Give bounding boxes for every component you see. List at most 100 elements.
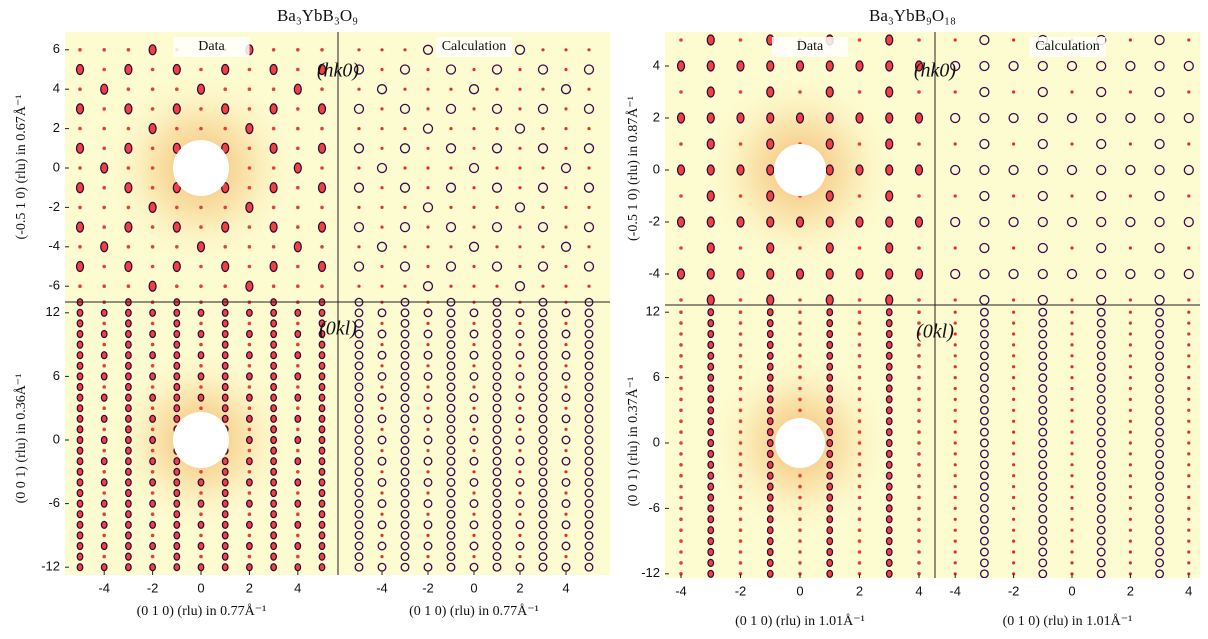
- calc-dot: [1129, 507, 1132, 510]
- data-dot: [798, 518, 802, 522]
- x-axis-label: (0 1 0) (rlu) in 1.01Å⁻¹: [735, 613, 865, 629]
- data-spot: [319, 490, 325, 497]
- data-dot: [858, 409, 862, 413]
- data-dot: [739, 561, 743, 565]
- data-dot: [151, 245, 155, 249]
- data-dot: [858, 452, 862, 456]
- calc-dot: [472, 68, 475, 71]
- data-dot: [223, 127, 227, 131]
- calc-dot: [1129, 332, 1132, 335]
- data-spot: [767, 450, 773, 457]
- data-spot: [77, 183, 84, 193]
- calc-dot: [518, 265, 521, 268]
- data-spot: [271, 341, 277, 348]
- calc-dot: [357, 127, 360, 130]
- data-spot: [827, 331, 833, 338]
- data-spot: [767, 243, 774, 253]
- data-spot: [222, 104, 229, 114]
- data-spot: [173, 104, 180, 114]
- data-spot: [737, 113, 744, 123]
- data-spot: [767, 549, 773, 556]
- data-spot: [77, 426, 83, 433]
- calc-dot: [357, 88, 360, 91]
- data-dot: [248, 449, 252, 453]
- calc-dot: [1012, 376, 1015, 379]
- data-dot: [151, 364, 155, 368]
- plane-label: (hk0): [317, 60, 360, 82]
- data-spot: [708, 505, 714, 512]
- data-spot: [77, 222, 84, 232]
- data-spot: [77, 384, 83, 391]
- data-dot: [798, 550, 802, 554]
- data-dot: [296, 48, 300, 52]
- data-spot: [886, 516, 892, 523]
- data-dot: [858, 376, 862, 380]
- data-spot: [77, 543, 83, 550]
- data-spot: [101, 352, 107, 359]
- data-spot: [247, 543, 253, 550]
- data-spot: [126, 437, 132, 444]
- data-spot: [886, 113, 893, 123]
- data-dot: [739, 507, 743, 511]
- calc-dot: [954, 376, 957, 379]
- data-dot: [296, 555, 300, 559]
- data-spot: [174, 331, 180, 338]
- calc-dot: [472, 206, 475, 209]
- data-dot: [199, 364, 203, 368]
- calc-dot: [1012, 90, 1015, 93]
- data-dot: [78, 166, 82, 170]
- calc-dot: [518, 470, 521, 473]
- data-spot: [247, 500, 253, 507]
- data-spot: [767, 217, 774, 227]
- data-spot: [886, 243, 893, 253]
- calc-dot: [472, 265, 475, 268]
- data-dot: [798, 561, 802, 565]
- calc-dot: [954, 246, 957, 249]
- data-dot: [199, 385, 203, 389]
- data-spot: [319, 564, 325, 571]
- data-dot: [679, 398, 683, 402]
- data-dot: [798, 246, 802, 250]
- y-tick-label: -12: [641, 565, 660, 580]
- data-dot: [917, 518, 921, 522]
- data-spot: [198, 521, 204, 528]
- data-spot: [294, 84, 301, 94]
- data-spot: [767, 559, 773, 566]
- y-tick-label: -6: [648, 500, 660, 515]
- calc-dot: [472, 449, 475, 452]
- data-spot: [125, 183, 132, 193]
- data-spot: [708, 483, 714, 490]
- calc-dot: [1187, 507, 1190, 510]
- data-spot: [886, 505, 892, 512]
- data-spot: [708, 538, 714, 545]
- data-dot: [102, 428, 106, 432]
- calc-dot: [495, 127, 498, 130]
- data-spot: [319, 479, 325, 486]
- calc-dot: [1187, 246, 1190, 249]
- data-dot: [798, 409, 802, 413]
- calc-dot: [587, 88, 590, 91]
- data-dot: [739, 332, 743, 336]
- data-dot: [248, 491, 252, 495]
- data-spot: [708, 472, 714, 479]
- calc-dot: [380, 127, 383, 130]
- calc-dot: [1070, 496, 1073, 499]
- data-spot: [222, 320, 228, 327]
- data-spot: [271, 458, 277, 465]
- calc-dot: [380, 265, 383, 268]
- calc-dot: [587, 127, 590, 130]
- data-dot: [223, 87, 227, 91]
- data-dot: [858, 419, 862, 423]
- data-dot: [679, 142, 683, 146]
- y-tick-label: 4: [53, 81, 60, 96]
- calc-dot: [495, 206, 498, 209]
- calc-dot: [1012, 322, 1015, 325]
- data-spot: [222, 65, 229, 75]
- data-dot: [151, 225, 155, 229]
- data-dot: [199, 206, 203, 210]
- data-dot: [858, 387, 862, 391]
- data-spot: [173, 65, 180, 75]
- data-spot: [126, 341, 132, 348]
- data-spot: [319, 394, 325, 401]
- data-spot: [886, 363, 892, 370]
